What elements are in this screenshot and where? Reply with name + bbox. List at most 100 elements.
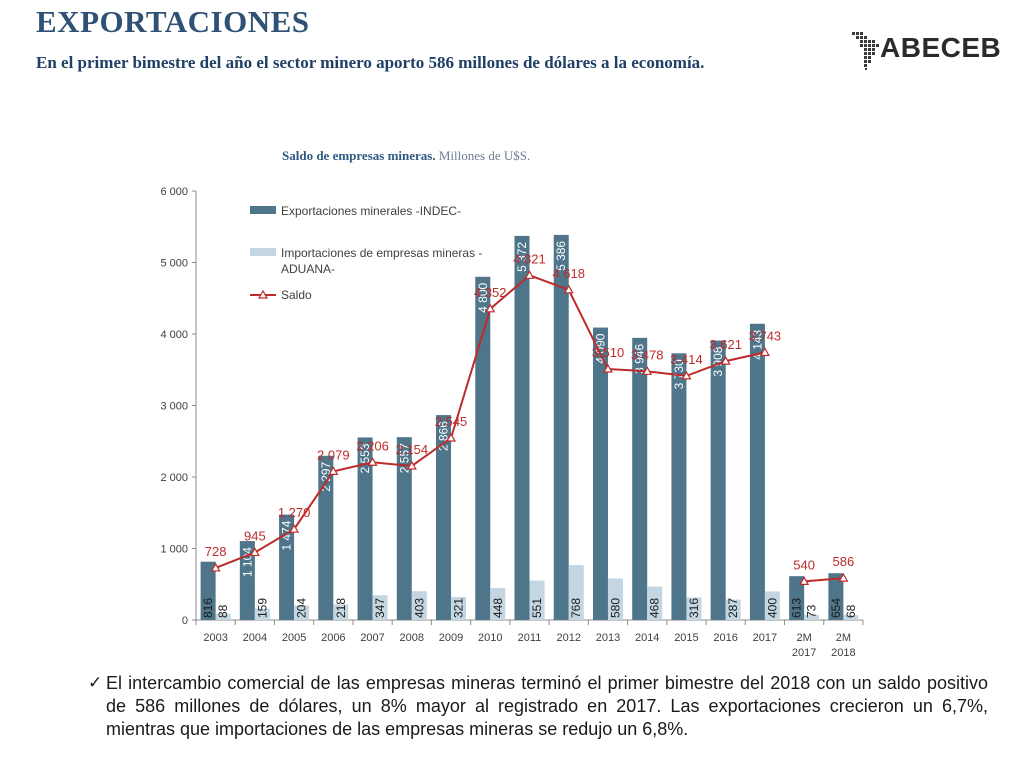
logo-text: ABECEB [880, 32, 1002, 63]
y-tick-label: 6 000 [160, 186, 188, 198]
x-tick-label: 2012 [556, 632, 580, 644]
x-tick-label: 2M [797, 632, 812, 644]
import-bar [568, 565, 584, 620]
saldo-point [524, 270, 535, 279]
y-tick-label: 4 000 [160, 329, 188, 341]
export-bar [592, 327, 608, 620]
import-value-label: 204 [295, 598, 309, 618]
export-value-label: 613 [790, 598, 804, 618]
import-value-label: 68 [844, 604, 858, 618]
saldo-point [367, 457, 378, 466]
export-bar [553, 234, 569, 620]
x-tick-label: 2011 [518, 632, 542, 644]
import-value-label: 403 [412, 598, 426, 618]
saldo-point [249, 547, 260, 557]
saldo-value-label: 4 352 [474, 285, 507, 300]
saldo-value-label: 945 [244, 528, 266, 543]
legend-label-saldo: Saldo [281, 288, 312, 302]
saldo-value-label: 2 079 [317, 447, 350, 462]
export-value-label: 5 386 [554, 241, 568, 271]
legend-swatch-exports [250, 206, 276, 214]
x-tick-label: 2013 [596, 632, 620, 644]
saldo-value-label: 2 206 [356, 438, 389, 453]
import-bar [804, 614, 820, 620]
saldo-chart: 0 1 000 2 000 3 000 4 000 5 000 6 000 816 88 2003… [160, 186, 864, 659]
export-bar [436, 415, 452, 620]
saldo-value-label: 4 618 [552, 266, 585, 281]
import-value-label: 316 [687, 598, 701, 618]
saldo-point [759, 347, 770, 356]
check-icon: ✓ [88, 673, 103, 693]
footer-text: El intercambio comercial de las empresas… [106, 673, 988, 739]
import-bar [372, 595, 388, 620]
saldo-value-label: 586 [833, 554, 855, 569]
legend-label-exports: Exportaciones minerales -INDEC- [281, 204, 461, 218]
export-bar [475, 276, 491, 620]
legend-label-imports: Importaciones de empresas mineras - [281, 246, 482, 260]
saldo-value-label: 3 743 [749, 328, 782, 343]
export-value-label: 2 553 [358, 443, 372, 473]
saldo-value-label: 2 154 [396, 442, 429, 457]
import-bar [411, 591, 427, 620]
import-value-label: 73 [805, 604, 819, 618]
saldo-point [328, 466, 339, 475]
import-value-label: 400 [765, 598, 779, 618]
export-value-label: 654 [829, 598, 843, 618]
x-tick-label: 2017 [753, 632, 777, 644]
export-value-label: 1 474 [280, 520, 294, 550]
latin-america-dot-map-icon [852, 32, 879, 70]
export-value-label: 4 090 [593, 333, 607, 363]
import-value-label: 468 [648, 598, 662, 618]
y-tick-label: 3 000 [160, 401, 188, 413]
saldo-point [720, 355, 731, 365]
y-tick-label: 2 000 [160, 472, 188, 484]
legend-swatch-imports [250, 248, 276, 256]
chart-title-main: Saldo de empresas mineras. [282, 148, 436, 163]
export-bar [514, 235, 530, 621]
import-value-label: 347 [373, 598, 387, 618]
import-value-label: 580 [608, 598, 622, 618]
import-bar [294, 605, 310, 620]
import-bar [333, 604, 349, 620]
y-tick-label: 1 000 [160, 544, 188, 556]
import-bar [254, 608, 270, 620]
export-bar [828, 573, 844, 620]
saldo-point [602, 363, 614, 373]
saldo-point [642, 366, 653, 375]
saldo-value-label: 728 [205, 544, 227, 559]
x-tick-label: 2014 [635, 632, 659, 644]
export-value-label: 4 800 [476, 282, 490, 312]
x-tick-label: 2016 [713, 632, 737, 644]
import-bar [764, 591, 780, 620]
x-tick-label: 2015 [674, 632, 698, 644]
import-value-label: 159 [255, 598, 269, 618]
export-value-label: 2 866 [437, 421, 451, 451]
y-tick-label: 0 [182, 615, 188, 627]
import-bar [215, 613, 231, 620]
brand-logo: ABECEB [850, 28, 1002, 72]
x-tick-label: 2009 [439, 632, 463, 644]
page-subtitle: En el primer bimestre del año el sector … [36, 53, 705, 72]
chart-title: Saldo de empresas mineras. Millones de U… [282, 148, 530, 164]
export-bar [239, 541, 255, 620]
export-bar [671, 353, 687, 620]
saldo-point [681, 370, 692, 380]
export-bar [396, 437, 412, 620]
export-value-label: 3 908 [711, 346, 725, 376]
legend-marker-saldo [257, 289, 269, 299]
x-tick-label: 2006 [321, 632, 345, 644]
export-value-label: 2 297 [319, 461, 333, 491]
saldo-point [563, 284, 574, 294]
saldo-value-label: 3 510 [592, 345, 625, 360]
import-bar [529, 580, 545, 620]
export-value-label: 3 946 [633, 344, 647, 374]
import-value-label: 321 [452, 598, 466, 618]
export-value-label: 816 [201, 598, 215, 618]
import-value-label: 551 [530, 598, 544, 618]
x-tick-label: 2010 [478, 632, 502, 644]
x-tick-label: 2003 [203, 632, 227, 644]
import-bar [647, 586, 663, 620]
chart-title-units: Millones de U$S. [438, 148, 531, 163]
saldo-value-label: 3 478 [631, 347, 664, 362]
saldo-value-label: 3 414 [670, 352, 703, 367]
